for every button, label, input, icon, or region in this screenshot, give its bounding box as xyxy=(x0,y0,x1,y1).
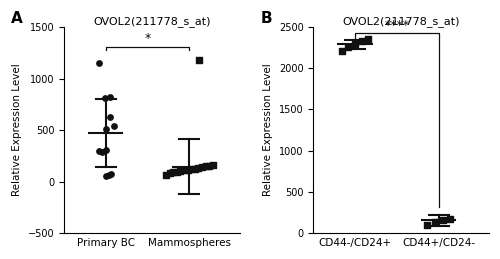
Point xyxy=(106,114,114,119)
Point xyxy=(176,169,184,173)
Point xyxy=(438,218,446,222)
Text: B: B xyxy=(260,11,272,26)
Text: ****: **** xyxy=(384,19,409,32)
Point xyxy=(173,170,181,174)
Point xyxy=(358,39,366,43)
Point xyxy=(102,174,110,178)
Point xyxy=(100,96,108,100)
Point xyxy=(344,45,352,49)
Point xyxy=(202,164,209,168)
Point xyxy=(98,150,106,154)
Point xyxy=(107,172,115,176)
Point xyxy=(180,168,188,172)
Point xyxy=(191,167,199,171)
Point xyxy=(423,223,431,227)
Point xyxy=(106,95,114,99)
Point xyxy=(169,170,177,175)
Point xyxy=(94,61,102,65)
Point xyxy=(351,41,359,46)
Point xyxy=(162,173,170,177)
Point xyxy=(184,168,192,172)
Point xyxy=(198,165,206,169)
Point xyxy=(338,49,345,53)
Text: A: A xyxy=(12,11,23,26)
Point xyxy=(102,127,110,131)
Point xyxy=(205,163,213,168)
Title: OVOL2(211778_s_at): OVOL2(211778_s_at) xyxy=(93,16,210,27)
Point xyxy=(209,163,217,167)
Point xyxy=(187,167,195,171)
Point xyxy=(102,148,110,152)
Point xyxy=(196,58,203,62)
Point xyxy=(431,220,439,224)
Point xyxy=(94,149,102,153)
Point xyxy=(110,124,118,128)
Text: *: * xyxy=(144,32,150,45)
Title: OVOL2(211778_s_at): OVOL2(211778_s_at) xyxy=(342,16,460,27)
Y-axis label: Relative Expression Level: Relative Expression Level xyxy=(263,64,273,196)
Point xyxy=(105,173,113,177)
Point xyxy=(364,37,372,41)
Point xyxy=(446,217,454,221)
Point xyxy=(166,171,173,175)
Point xyxy=(194,166,202,170)
Y-axis label: Relative Expression Level: Relative Expression Level xyxy=(12,64,22,196)
